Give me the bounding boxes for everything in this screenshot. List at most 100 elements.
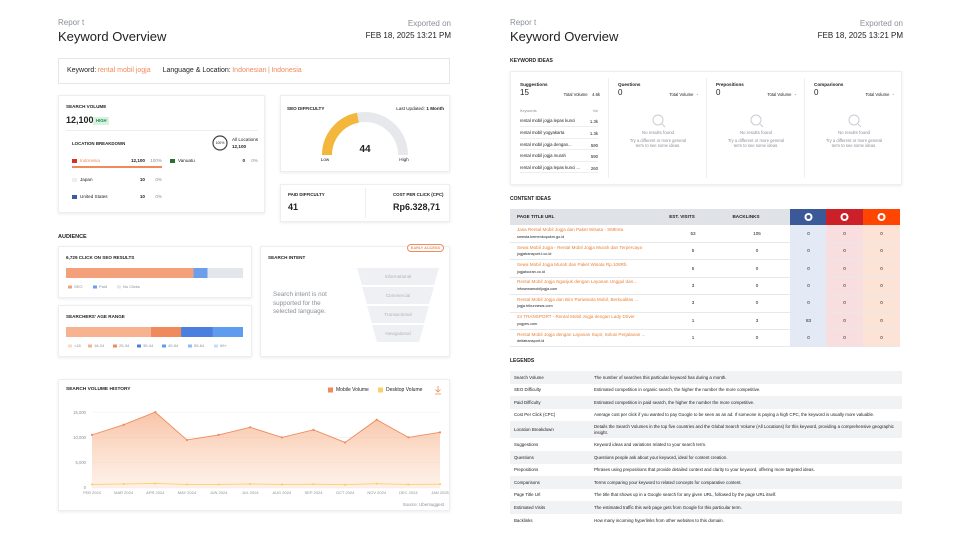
ring-label: 100% (215, 140, 225, 145)
idea-total-label: Total Volume (669, 92, 694, 98)
facebook-icon-dot (806, 215, 811, 219)
est-visits: 1 (691, 335, 695, 341)
row-line (510, 311, 900, 313)
legend-label: Desktop Volume (386, 387, 423, 393)
point (407, 483, 410, 486)
reddit-shares: 0 (880, 265, 883, 271)
idea-label: Questions (618, 82, 641, 88)
facebook-shares: 0 (807, 265, 810, 271)
suggestion-keyword: rental mobil jogja lepas kunci ... (520, 164, 580, 170)
empty-icon (652, 114, 664, 126)
keyword-bar-location: Indonesia (271, 66, 302, 74)
legend-row (510, 408, 902, 422)
section-title: CONTENT IDEAS (510, 196, 551, 202)
point (375, 418, 378, 421)
bar-segment (193, 268, 208, 278)
empty-title: No results found (838, 130, 870, 136)
x-tick-label: MAY 2024 (177, 489, 197, 495)
divider (804, 78, 805, 178)
updated-value: 1 Month (426, 106, 444, 112)
x-tick-label: APR 2024 (146, 489, 165, 495)
cpc-value: Rp6.328,71 (393, 201, 441, 212)
ring (212, 135, 228, 151)
country-share: 0% (155, 177, 162, 183)
list-head: Vol (592, 108, 598, 113)
point (343, 483, 347, 486)
legend-label: SEO (74, 283, 83, 289)
divider (608, 78, 609, 178)
volume-badge: HIGH (93, 117, 110, 125)
legend-label: Mobile Volume (336, 387, 369, 393)
backlinks: 0 (755, 300, 759, 306)
legend-swatch (68, 344, 72, 348)
point (154, 411, 157, 414)
legend-term: Backlinks (514, 517, 533, 523)
line (91, 482, 441, 486)
empty-text: Try a different or more general term to … (629, 137, 687, 148)
funnel-label: Transactional (384, 311, 412, 317)
x-tick-label: AUG 2024 (272, 489, 292, 495)
facebook-column (790, 225, 827, 347)
legend-row (510, 451, 902, 464)
row-line (510, 346, 900, 347)
intent-message: Search intent is not supported for the s… (273, 291, 327, 315)
legend-swatch (137, 344, 141, 348)
point (185, 483, 189, 486)
idea-count: 0 (814, 88, 819, 98)
suggestion-volume: 590 (590, 142, 598, 148)
legend-row (510, 421, 902, 439)
legend-label: Paid (99, 283, 108, 289)
legend-description: Phrases using prepositions that provide … (594, 467, 815, 473)
legend-swatch (68, 285, 72, 289)
bar-segment (212, 327, 243, 337)
suggestion-keyword: rental mobil jogja murah (520, 153, 566, 159)
x-tick-label: NOV 2024 (367, 489, 387, 495)
audience-card-title: SEARCHERS' AGE RANGE (66, 314, 125, 320)
idea-label: Prepositions (716, 82, 744, 88)
legend-swatch (162, 344, 166, 348)
legend-row (510, 396, 902, 409)
pinterest-shares: 0 (843, 248, 846, 254)
legend-swatch (328, 387, 333, 393)
reddit-shares: 0 (880, 282, 883, 288)
backlinks: 0 (755, 248, 759, 254)
idea-label: Suggestions (520, 82, 548, 88)
legend-description: The estimated traffic this web page gets… (594, 505, 742, 511)
legend-label: 25-34 (119, 342, 130, 348)
legend-label: 18-24 (94, 342, 105, 348)
keyword-bar-keyword: rental mobil jogja (97, 66, 151, 74)
audience-card-title: 6,729 CLICK ON SEO RESULTS (66, 255, 135, 261)
funnel-label: Navigational (385, 330, 411, 336)
idea-total-label: Total Volume (865, 92, 890, 98)
backlinks: 105 (753, 230, 761, 236)
legend-row (510, 371, 902, 384)
country-share: 0% (251, 158, 258, 164)
column-header: PAGE TITLE URL (517, 214, 555, 220)
empty-title: No results found (642, 130, 674, 136)
keyword-bar-keyword-label: Keyword: (67, 66, 97, 74)
idea-count: 15 (520, 88, 529, 98)
row-line (520, 137, 598, 139)
idea-total-label: Total Volume (563, 92, 588, 98)
country-volume: 12,100 (130, 158, 145, 164)
suggestion-keyword: rental mobil yogyakarta (520, 130, 565, 136)
suggestion-volume: 260 (590, 165, 598, 171)
row-line (510, 329, 900, 330)
page-url: deltatransport.id (517, 339, 545, 344)
est-visits: 53 (690, 230, 696, 236)
backlinks: 0 (755, 282, 759, 288)
row-line (520, 172, 598, 173)
idea-total: - (892, 92, 894, 98)
idea-count: 0 (618, 88, 623, 98)
exported-date: FEB 18, 2025 13:21 PM (817, 31, 903, 41)
row-line (510, 294, 900, 295)
page-title: Keyword Overview (510, 29, 619, 45)
point (312, 428, 315, 431)
point (249, 482, 252, 486)
page-url: jogjatouran.co.id (517, 269, 545, 274)
reddit-column (863, 225, 900, 347)
idea-total: - (696, 92, 698, 98)
legend-label: 35-44 (143, 342, 154, 348)
funnel-stage (367, 306, 429, 323)
x-tick-label: FEB 2024 (83, 489, 101, 495)
